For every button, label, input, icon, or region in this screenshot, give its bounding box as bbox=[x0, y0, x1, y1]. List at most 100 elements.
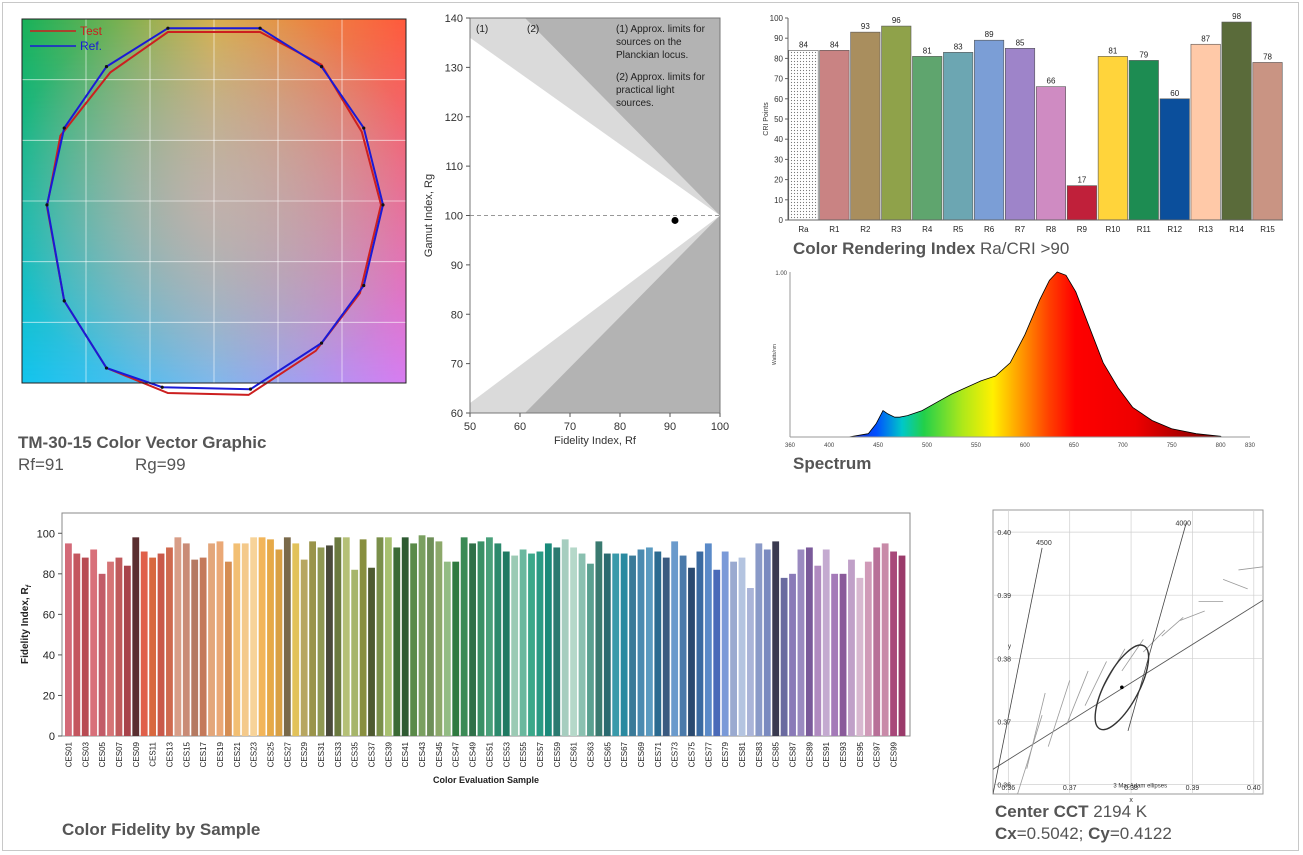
gamut-y-tick-label: 80 bbox=[451, 309, 463, 321]
fidelity-caption: Color Fidelity by Sample bbox=[62, 820, 261, 839]
cri-y-axis-label: CRI Points bbox=[763, 102, 770, 136]
cri-bar-r15 bbox=[1252, 62, 1283, 221]
fidelity-bar bbox=[300, 559, 308, 736]
fidelity-bar bbox=[822, 549, 830, 736]
isotherm-line bbox=[1238, 566, 1263, 571]
cri-bar-value: 66 bbox=[1047, 77, 1056, 86]
fidelity-bar bbox=[132, 537, 140, 736]
fidelity-x-tick-label: CES21 bbox=[233, 741, 242, 767]
spectrum-x-tick-label: 650 bbox=[1069, 443, 1080, 449]
gamut-y-tick-label: 120 bbox=[445, 112, 463, 124]
fidelity-bar bbox=[107, 561, 114, 736]
tm30-rf-value: Rf=91 bbox=[18, 455, 64, 474]
fidelity-bar bbox=[233, 543, 241, 736]
fidelity-bar bbox=[839, 573, 847, 736]
cri-bar-r5 bbox=[943, 52, 974, 221]
tm30-vertex bbox=[381, 203, 385, 207]
cri-bar-value: 83 bbox=[954, 42, 963, 51]
tm30-vertex bbox=[362, 126, 366, 130]
fidelity-bar bbox=[410, 543, 418, 736]
tm30-vertex bbox=[160, 385, 164, 389]
fidelity-bar bbox=[612, 553, 620, 736]
fidelity-x-tick-label: CES39 bbox=[384, 741, 393, 767]
fidelity-x-tick-label: CES95 bbox=[856, 741, 865, 767]
spectrum-area bbox=[790, 271, 1222, 438]
gamut-annotation-1: (1) Approx. limits for bbox=[616, 24, 706, 35]
gamut-x-tick-label: 80 bbox=[614, 421, 626, 433]
cri-bar-value: 84 bbox=[799, 40, 808, 49]
fidelity-x-tick-label: CES67 bbox=[620, 741, 629, 767]
fidelity-x-tick-label: CES63 bbox=[586, 741, 595, 767]
gamut-y-tick-label: 60 bbox=[451, 408, 463, 420]
fidelity-bar bbox=[848, 559, 855, 736]
fidelity-x-tick-label: CES17 bbox=[199, 741, 208, 767]
gamut-annotation-2: practical light bbox=[616, 85, 675, 96]
fidelity-x-tick-label: CES59 bbox=[553, 741, 562, 767]
cct-coords: Cx=0.5042; Cy=0.4122 bbox=[995, 824, 1172, 844]
gamut-x-tick-label: 50 bbox=[464, 421, 476, 433]
fidelity-bar bbox=[452, 561, 460, 736]
fidelity-x-tick-label: CES79 bbox=[721, 741, 730, 767]
spectrum-x-tick-label: 830 bbox=[1245, 443, 1256, 449]
fidelity-x-tick-label: CES97 bbox=[873, 741, 882, 767]
cri-bar-r7 bbox=[1005, 47, 1036, 221]
gamut-region-planckian bbox=[470, 37, 720, 404]
fidelity-bar bbox=[267, 539, 274, 736]
fidelity-bar bbox=[115, 557, 123, 736]
cct-chromaticity-chart: 0.36 0.37 0.38 0.39 0.40 0.36 0.37 0.38 0.39 0.40… bbox=[992, 509, 1264, 804]
cct-caption: Center CCT 2194 K bbox=[995, 802, 1147, 822]
fidelity-bar bbox=[460, 537, 468, 736]
fidelity-x-tick-label: CES83 bbox=[755, 741, 764, 767]
fidelity-x-tick-label: CES53 bbox=[502, 741, 511, 767]
cri-x-tick-label: R1 bbox=[829, 225, 840, 234]
fidelity-bar bbox=[831, 573, 839, 736]
spectrum-caption: Spectrum bbox=[793, 454, 872, 473]
fidelity-bar bbox=[73, 553, 81, 736]
macadam-label: 3 MacAdam ellipses bbox=[1113, 784, 1167, 790]
cy-label: Cy bbox=[1088, 824, 1110, 843]
fidelity-bar bbox=[191, 559, 199, 736]
fidelity-x-tick-label: CES07 bbox=[115, 741, 124, 767]
fidelity-bar bbox=[578, 553, 586, 736]
gamut-x-tick-label: 70 bbox=[564, 421, 576, 433]
cri-x-tick-label: R10 bbox=[1106, 225, 1121, 234]
cri-y-tick-label: 100 bbox=[770, 14, 784, 23]
cct-y-tick-label: 0.37 bbox=[997, 719, 1011, 726]
fidelity-x-tick-label: CES25 bbox=[266, 741, 275, 767]
cx-label: Cx bbox=[995, 824, 1017, 843]
fidelity-bar bbox=[864, 561, 872, 736]
cct-value: 2194 K bbox=[1093, 802, 1148, 821]
fidelity-bar bbox=[292, 543, 300, 736]
cri-bar-value: 87 bbox=[1201, 34, 1210, 43]
fidelity-x-tick-label: CES15 bbox=[182, 741, 191, 767]
fidelity-x-tick-label: CES27 bbox=[283, 741, 292, 767]
fidelity-y-tick-label: 60 bbox=[43, 609, 55, 621]
fidelity-x-tick-label: CES55 bbox=[519, 741, 528, 767]
fidelity-bar bbox=[275, 549, 283, 736]
fidelity-bar bbox=[384, 537, 392, 736]
tm30-vertex bbox=[319, 341, 324, 345]
fidelity-bar bbox=[182, 543, 190, 736]
fidelity-bar bbox=[603, 553, 611, 736]
fidelity-x-tick-label: CES77 bbox=[704, 741, 713, 767]
fidelity-x-tick-label: CES81 bbox=[738, 741, 747, 767]
fidelity-bar bbox=[528, 553, 535, 736]
fidelity-x-tick-label: CES99 bbox=[890, 741, 899, 767]
fidelity-bar bbox=[679, 555, 687, 736]
cct-y-tick-label: 0.38 bbox=[997, 656, 1011, 663]
tm30-caption-title: TM-30-15 Color Vector Graphic bbox=[18, 433, 267, 452]
gamut-x-tick-label: 60 bbox=[514, 421, 526, 433]
cri-bar-r12 bbox=[1159, 98, 1190, 221]
gamut-annotation-1: sources on the bbox=[616, 37, 682, 48]
fidelity-x-tick-label: CES45 bbox=[435, 741, 444, 767]
fidelity-bar bbox=[351, 569, 359, 736]
fidelity-bar bbox=[317, 547, 325, 736]
cct-y-tick-label: 0.39 bbox=[997, 593, 1011, 600]
fidelity-bar bbox=[772, 541, 780, 736]
cri-x-tick-label: R2 bbox=[860, 225, 871, 234]
cri-y-tick-label: 40 bbox=[774, 135, 783, 144]
cri-bar-chart: 0 10 20 30 40 50 60 70 80 90 100 CRI Points 84 Ra 84 R1… bbox=[763, 12, 1283, 234]
cri-bar-value: 96 bbox=[892, 16, 901, 25]
fidelity-x-tick-label: CES71 bbox=[654, 741, 663, 767]
isotherm-label-4000: 4000 bbox=[1175, 521, 1191, 528]
